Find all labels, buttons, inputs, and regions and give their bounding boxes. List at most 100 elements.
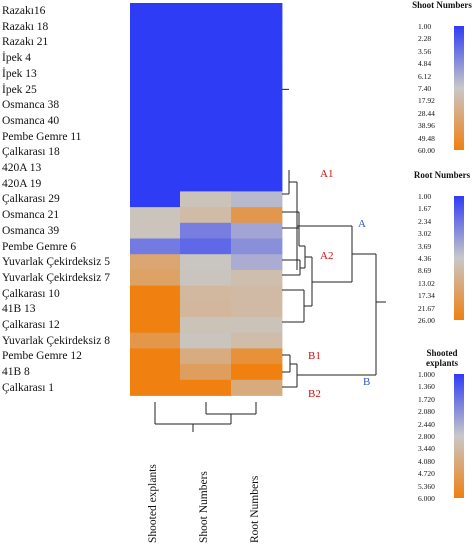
row-label-c-alkaras-10: Çalkarası 10 [2,287,60,300]
legend-title: Shooted explants [425,348,458,368]
heat-cell-c-alkaras-10-shoot-numbers [180,285,232,302]
legend-tick-label: 17.92 [418,96,435,106]
legend-color-bar [454,196,464,320]
row-label-c-alkaras-29: Çalkarası 29 [2,193,60,206]
heat-cell-c-alkaras-12-shoot-numbers [180,317,232,334]
heat-cell-osmanca-21-shoot-numbers [180,207,232,224]
heat-cell-razak-21-root-numbers [231,34,283,51]
row-label-razak-18: Razakı 18 [2,20,49,33]
heat-cell-osmanca-38-root-numbers [231,97,283,114]
heat-cell-c-alkaras-1-root-numbers [231,379,283,396]
row-label-420a-19: 420A 19 [2,177,42,190]
heat-cell-c-alkaras-18-root-numbers [231,144,283,161]
heat-cell-osmanca-39-shoot-numbers [180,222,232,239]
heat-cell-420a-19-shooted-explants [130,175,181,192]
heat-cell-c-alkaras-10-shooted-explants [130,285,181,302]
legend-tick-label: 8.69 [418,266,432,276]
legend-tick-label: 1.720 [418,394,435,404]
heat-cell-yuvarlak-c-ekirdeksiz-7-shoot-numbers [180,269,232,286]
row-label-i-pek-25: İpek 25 [2,83,37,96]
legend-tick-label: 4.84 [418,59,432,69]
legend-tick-label: 4.36 [418,254,432,263]
row-label-i-pek-13: İpek 13 [2,67,37,80]
heat-cell-c-alkaras-29-shooted-explants [130,191,181,208]
legend-tick-label: 5.360 [418,481,435,491]
heat-cell-osmanca-38-shooted-explants [130,97,181,114]
row-label-razak-21: Razakı 21 [2,36,49,49]
cluster-label-a: A [358,218,366,230]
legend-tick-label: 49.48 [418,133,435,143]
legend-tick-label: 1.000 [418,370,435,379]
heat-cell-osmanca-39-shooted-explants [130,222,181,239]
legend-title: Root Numbers [413,170,471,180]
heat-cell-pembe-gemre-12-shooted-explants [130,348,181,365]
column-label-shooted-explants: Shooted explants [147,464,159,543]
heat-cell-i-pek-25-shooted-explants [130,81,181,98]
heat-cell-i-pek-13-root-numbers [231,65,283,82]
legend-title: Shoot Numbers [412,0,472,10]
heat-cell-pembe-gemre-12-root-numbers [231,348,283,365]
row-label-420a-13: 420A 13 [2,162,42,174]
legend-tick-label: 7.40 [418,84,432,93]
legend-tick-label: 60.00 [418,146,435,155]
row-label-osmanca-21: Osmanca 21 [2,209,60,222]
legend-tick-label: 17.34 [418,291,435,301]
heat-cell-i-pek-13-shoot-numbers [180,65,232,82]
legend-tick-label: 2.28 [418,34,432,44]
legend-tick-label: 1.360 [418,382,435,392]
cluster-label-b: B [363,376,371,388]
row-label-osmanca-38: Osmanca 38 [2,99,60,112]
heat-cell-razak-21-shooted-explants [130,34,181,51]
heat-cell-pembe-gemre-6-shoot-numbers [180,238,232,255]
heat-cell-pembe-gemre-12-shoot-numbers [180,348,232,365]
heat-cell-pembe-gemre-11-shooted-explants [130,128,181,145]
heat-cell-osmanca-21-root-numbers [231,207,283,224]
heat-cell-razak-16-shooted-explants [130,3,181,20]
legend-tick-label: 1.67 [418,204,432,214]
legend-shoot-numbers: Shoot Numbers 1.00 2.28 3.56 4.84 6.12 7.40 17.… [410,0,474,160]
legend-tick-label: 2.34 [418,216,432,226]
row-label-pembe-gemre-12: Pembe Gemre 12 [2,350,82,363]
heat-cell-c-alkaras-29-shoot-numbers [180,191,232,208]
heat-cell-osmanca-38-shoot-numbers [180,97,232,114]
heat-cell-c-alkaras-29-root-numbers [231,191,283,208]
heat-cell-420a-19-root-numbers [231,175,283,192]
legend-tick-label: 21.67 [418,303,435,313]
heat-cell-pembe-gemre-6-root-numbers [231,238,283,255]
heat-cell-yuvarlak-c-ekirdeksiz-7-shooted-explants [130,269,181,286]
heat-cell-c-alkaras-10-root-numbers [231,285,283,302]
heat-cell-razak-18-shooted-explants [130,18,181,35]
legend-tick-label: 3.02 [418,229,432,239]
heat-cell-c-alkaras-12-root-numbers [231,317,283,334]
heat-cell-41b-13-shoot-numbers [180,301,232,318]
heat-cell-razak-21-shoot-numbers [180,34,232,51]
legend-root-numbers: Root Numbers 1.00 1.67 2.34 3.02 3.69 4.36 8.69… [410,170,474,330]
legend-tick-label: 3.69 [418,241,432,251]
heat-cell-razak-18-root-numbers [231,18,283,35]
row-label-yuvarlak-c-ekirdeksiz-5: Yuvarlak Çekirdeksiz 5 [2,256,110,269]
legend-color-bar [454,374,464,498]
legend-tick-label: 6.000 [418,494,435,503]
heat-cell-razak-16-shoot-numbers [180,3,232,20]
row-label-41b-13: 41B 13 [2,303,36,316]
row-label-i-pek-4: İpek 4 [2,52,32,65]
heat-cell-i-pek-25-shoot-numbers [180,81,232,98]
cluster-label-a1: A1 [320,168,334,180]
legend-tick-label: 4.080 [418,456,435,466]
heat-cell-osmanca-40-shoot-numbers [180,112,232,129]
legend-tick-label: 2.440 [418,419,435,429]
column-label-root-numbers: Root Numbers [248,475,261,543]
legend-tick-label: 2.080 [418,407,435,417]
heat-cell-yuvarlak-c-ekirdeksiz-5-shooted-explants [130,254,181,271]
heat-cell-c-alkaras-18-shoot-numbers [180,144,232,161]
heat-cell-420a-19-shoot-numbers [180,175,232,192]
heat-cell-420a-13-root-numbers [231,160,283,177]
heat-cell-pembe-gemre-11-root-numbers [231,128,283,145]
legend-tick-label: 1.00 [418,22,432,31]
cluster-label-a2: A2 [320,250,334,262]
row-label-osmanca-39: Osmanca 39 [2,224,60,237]
legend-tick-label: 28.44 [418,108,435,118]
column-label-shoot-numbers: Shoot Numbers [197,471,210,543]
heat-cell-41b-8-root-numbers [231,364,283,381]
